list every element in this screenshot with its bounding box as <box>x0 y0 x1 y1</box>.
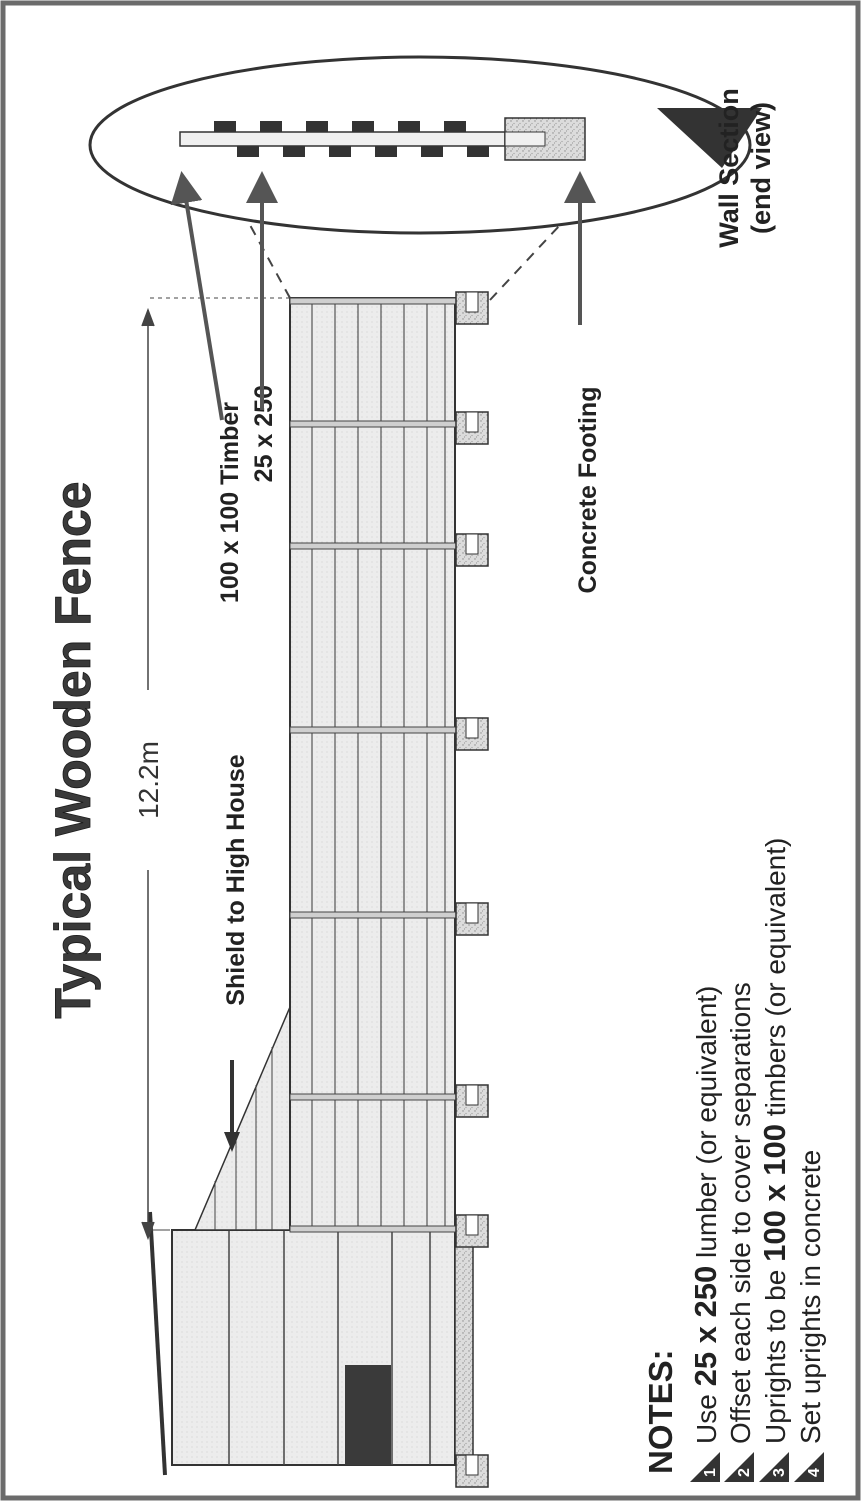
note-number: 4 <box>806 1468 823 1477</box>
upright-post <box>289 297 466 305</box>
note-text: Offset each side to cover separations <box>725 982 756 1444</box>
note-text: Use 25 x 250 lumber (or equivalent) <box>688 986 723 1444</box>
high-house <box>148 1211 474 1476</box>
label-arrows <box>170 171 596 421</box>
note-text: Set uprights in concrete <box>795 1150 826 1444</box>
notes-heading: NOTES: <box>642 1349 679 1474</box>
house-door <box>345 1365 391 1465</box>
note-text: Uprights to be 100 x 100 timbers (or equ… <box>757 838 792 1444</box>
note-number: 1 <box>702 1468 719 1477</box>
section-pointer <box>657 108 762 168</box>
upright-post <box>289 420 466 428</box>
house-foundation <box>454 1229 474 1466</box>
label-section-1: Wall Section <box>714 88 744 248</box>
note-number-badge: 1 <box>690 1452 720 1482</box>
upright-post <box>289 911 466 919</box>
upright-post <box>289 542 466 550</box>
note-number-badge: 4 <box>794 1452 824 1482</box>
note-number-badge: 3 <box>759 1452 789 1482</box>
label-footing: Concrete Footing <box>574 387 602 594</box>
dimension-label: 12.2m <box>133 741 164 819</box>
label-shield: Shield to High House <box>222 754 250 1005</box>
section-post <box>179 131 506 147</box>
wall-section <box>88 55 762 301</box>
note-number: 2 <box>736 1468 753 1477</box>
shield-arrow <box>224 1060 240 1152</box>
notes-list: 1 Use 25 x 250 lumber (or equivalent) 2 Off… <box>688 838 826 1482</box>
note-number: 3 <box>771 1468 788 1477</box>
upright-post <box>289 726 466 734</box>
section-ellipse <box>88 55 752 235</box>
upright-post <box>289 1093 466 1101</box>
dimension-line <box>141 297 290 1241</box>
house-roof-line <box>148 1211 167 1476</box>
house-wall <box>171 1229 456 1466</box>
note-number-badge: 2 <box>724 1452 754 1482</box>
fence-panel <box>289 291 489 1488</box>
diagram-title: Typical Wooden Fence <box>45 481 101 1018</box>
label-section-2: (end view) <box>746 102 776 234</box>
fence-boards <box>289 297 456 1231</box>
label-timber: 100 x 100 Timber <box>216 402 244 603</box>
upright-post <box>289 1225 466 1233</box>
